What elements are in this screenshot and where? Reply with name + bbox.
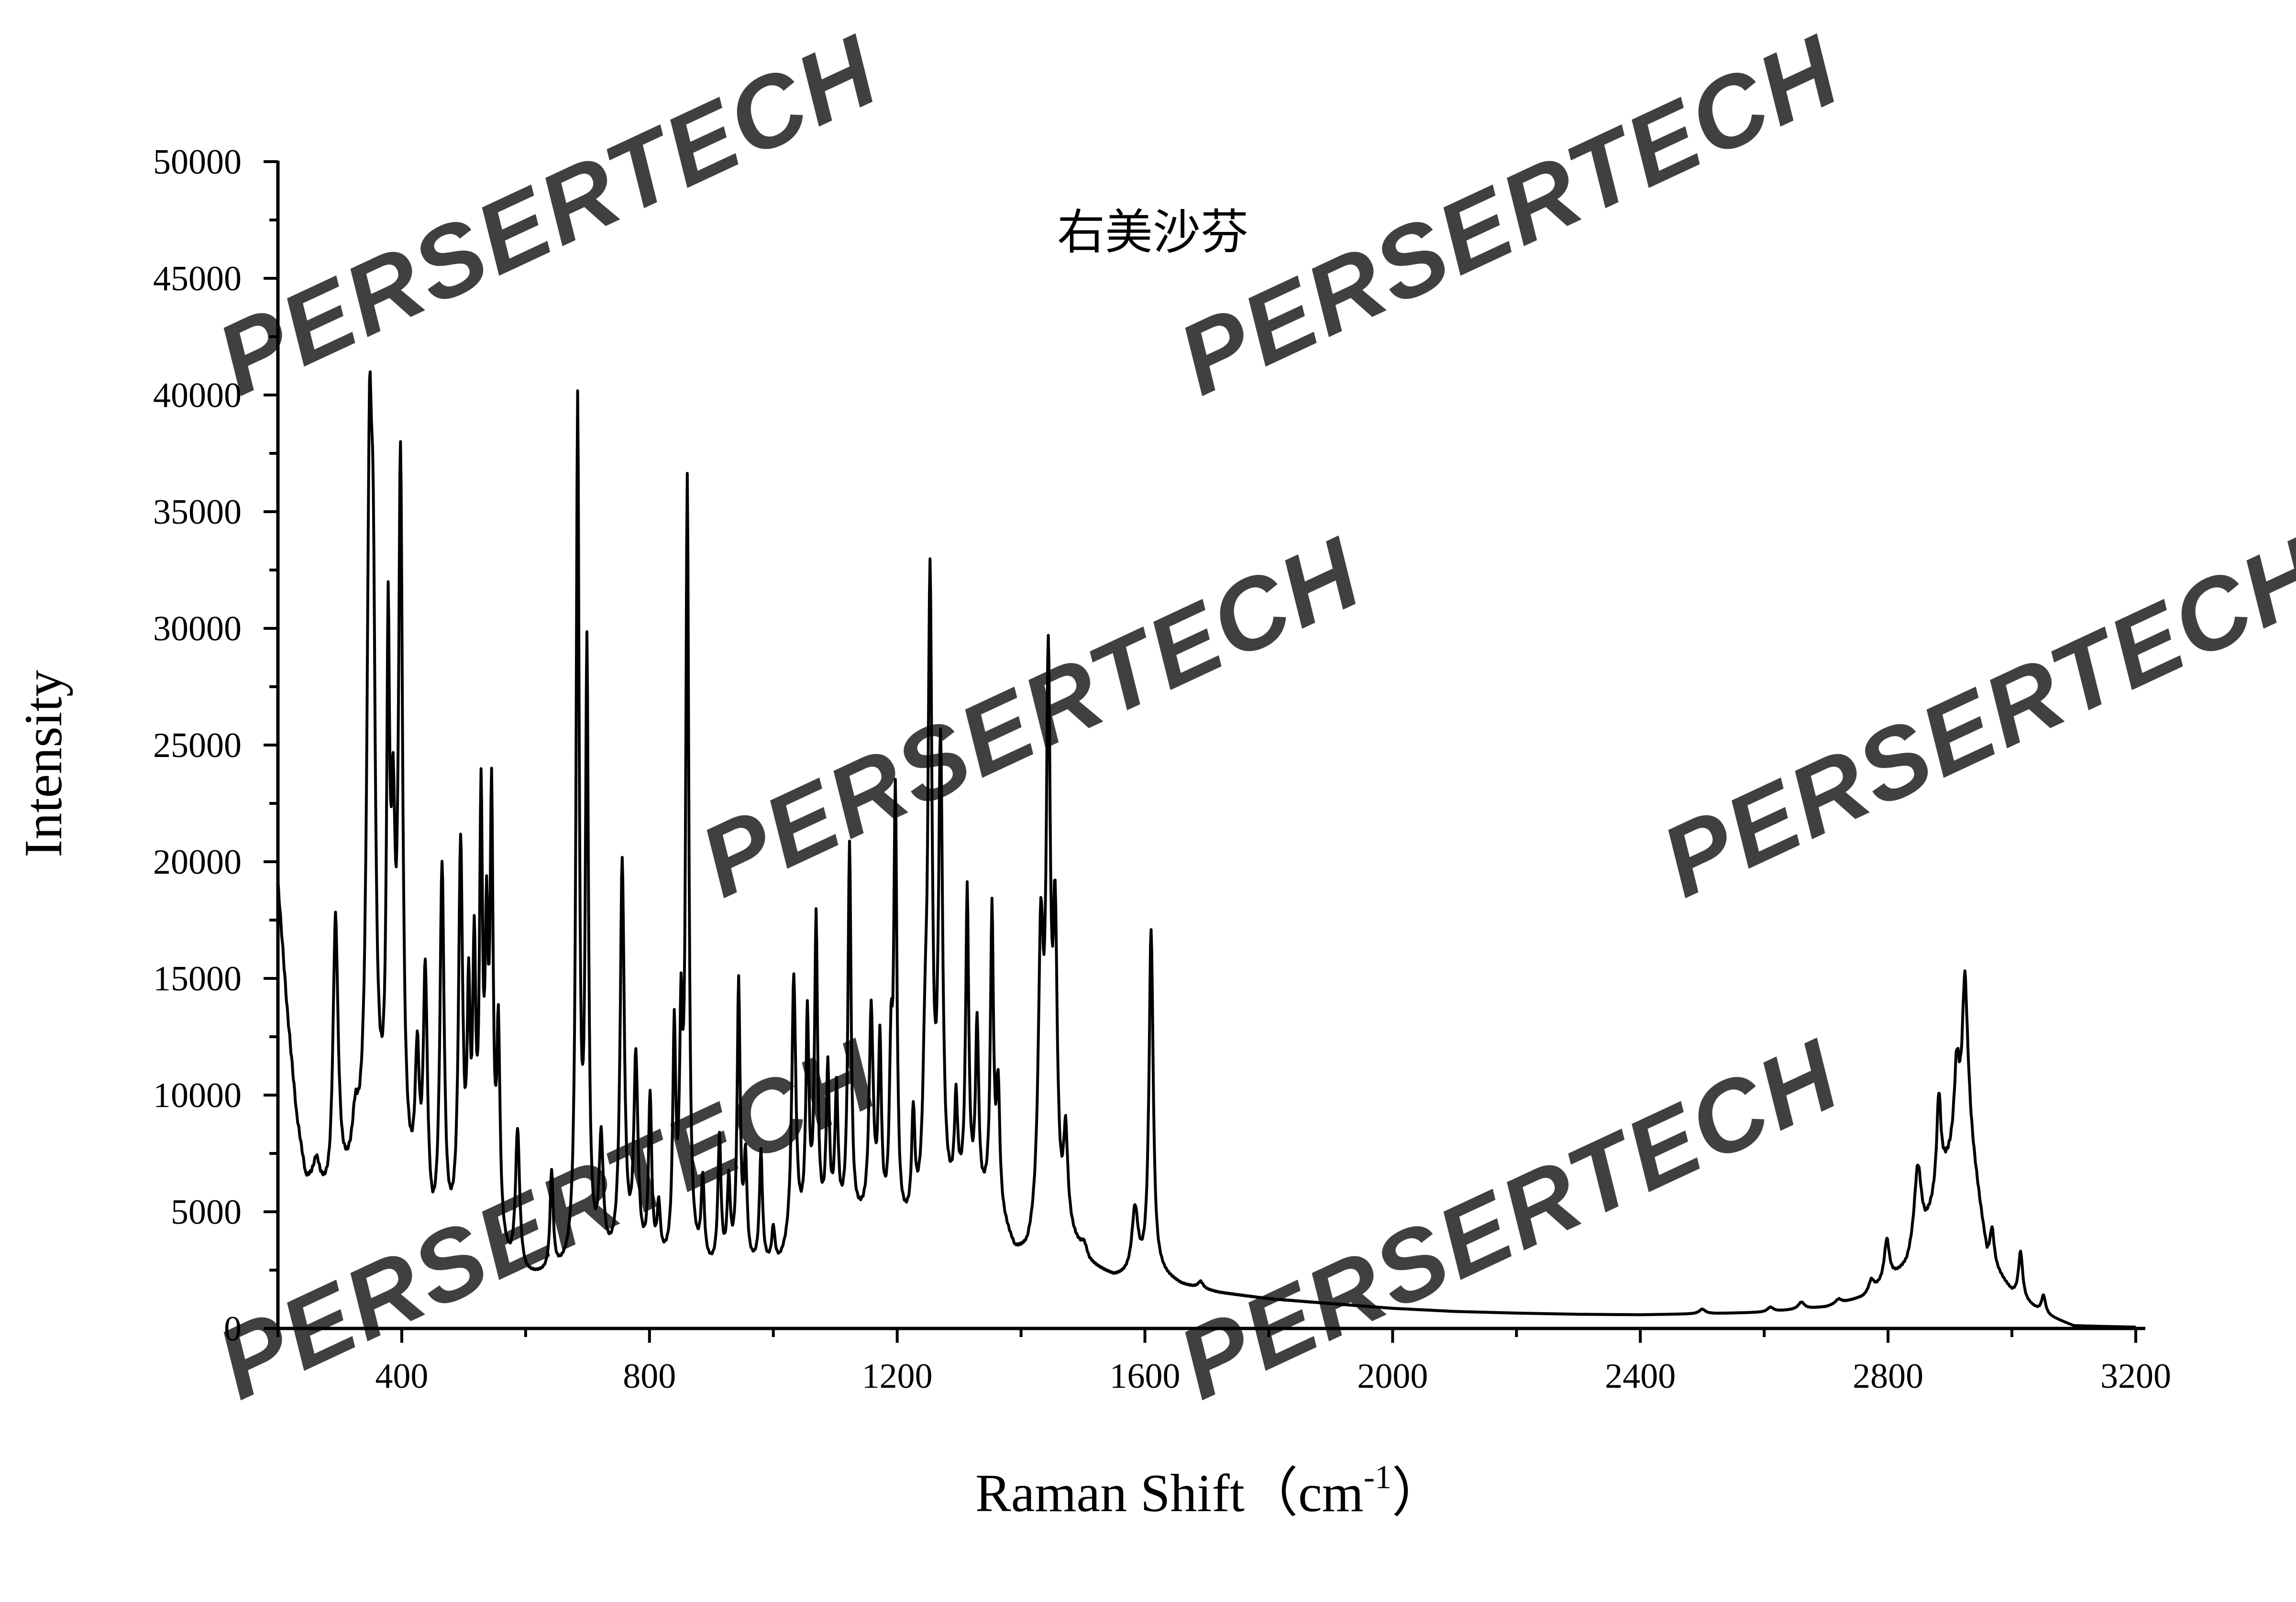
x-axis-ticks: 400 800 1200 1600 2000 2400 2800 3200 bbox=[276, 1328, 2171, 1396]
y-tick-label: 30000 bbox=[153, 609, 242, 648]
x-tick-label: 2000 bbox=[1357, 1357, 1428, 1396]
y-tick-label: 15000 bbox=[153, 959, 242, 999]
x-tick-label: 800 bbox=[623, 1357, 676, 1396]
watermark-text: PERSERTECH bbox=[1162, 1017, 1856, 1420]
watermark-text: PERSERTECH bbox=[1162, 13, 1856, 416]
y-tick-label: 20000 bbox=[153, 843, 242, 882]
spectrum-line bbox=[276, 370, 2137, 1329]
x-tick-label: 3200 bbox=[2100, 1357, 2171, 1396]
y-tick-label: 5000 bbox=[171, 1193, 242, 1232]
y-tick-label: 50000 bbox=[153, 143, 242, 182]
x-axis-unit-close: ） bbox=[1391, 1464, 1445, 1523]
y-tick-label: 10000 bbox=[153, 1076, 242, 1115]
watermark-text: PERSERTECH bbox=[684, 515, 1378, 918]
x-tick-label: 2400 bbox=[1605, 1357, 1676, 1396]
y-tick-label: 25000 bbox=[153, 726, 242, 765]
x-tick-label: 1600 bbox=[1110, 1357, 1181, 1396]
y-tick-label: 45000 bbox=[153, 259, 242, 298]
x-axis-unit-superscript: -1 bbox=[1364, 1459, 1391, 1496]
y-tick-label: 0 bbox=[224, 1309, 242, 1349]
chart-title: 右美沙芬 bbox=[1057, 206, 1248, 259]
x-axis-title: Raman Shift（cm-1） bbox=[975, 1459, 1445, 1523]
x-tick-label: 400 bbox=[375, 1357, 428, 1396]
x-axis-unit-open: （cm bbox=[1245, 1464, 1364, 1523]
x-axis-title-text: Raman Shift bbox=[975, 1464, 1245, 1523]
x-tick-label: 1200 bbox=[862, 1357, 933, 1396]
y-axis-ticks: 0 5000 10000 15000 20000 25000 30000 35000 40000… bbox=[153, 143, 278, 1349]
y-axis-title: Intensity bbox=[14, 670, 73, 857]
watermark-text: PERSERTECH bbox=[201, 13, 895, 416]
y-tick-label: 35000 bbox=[153, 493, 242, 532]
y-tick-label: 40000 bbox=[153, 376, 242, 415]
x-tick-label: 2800 bbox=[1853, 1357, 1923, 1396]
watermark-text: PERSERTECH bbox=[1645, 515, 2296, 918]
